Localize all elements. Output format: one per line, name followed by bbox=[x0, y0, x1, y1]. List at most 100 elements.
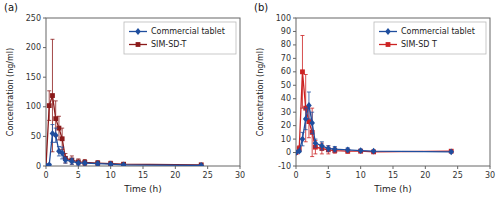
point bbox=[300, 136, 306, 143]
x-tick-label: 10 bbox=[356, 171, 366, 180]
y-tick-label: 70 bbox=[281, 54, 291, 63]
point bbox=[76, 160, 82, 166]
y-tick-label: 250 bbox=[26, 14, 41, 23]
point bbox=[306, 102, 312, 109]
legend-label: SIM-SD T bbox=[401, 40, 437, 49]
point bbox=[46, 161, 52, 166]
point bbox=[319, 142, 325, 149]
point bbox=[53, 116, 58, 121]
y-tick bbox=[293, 98, 296, 99]
y-tick bbox=[293, 85, 296, 86]
x-axis-label: Time (h) bbox=[123, 184, 162, 194]
error-bar bbox=[300, 35, 304, 108]
legend-box bbox=[374, 22, 486, 54]
error-bar bbox=[70, 158, 74, 164]
x-tick bbox=[490, 166, 491, 169]
x-axis-label: Time (h) bbox=[373, 184, 412, 194]
legend: Commercial tabletSIM-SD T bbox=[374, 22, 486, 54]
y-tick bbox=[293, 139, 296, 140]
series-line bbox=[46, 96, 201, 166]
error-bar bbox=[320, 142, 324, 150]
error-bar bbox=[326, 146, 330, 154]
legend-marker bbox=[386, 42, 391, 47]
y-tick-label: 20 bbox=[281, 121, 291, 130]
x-tick-label: 10 bbox=[106, 171, 116, 180]
point bbox=[47, 103, 52, 108]
y-tick-label: 90 bbox=[281, 27, 291, 36]
y-tick bbox=[293, 71, 296, 72]
panel-title: (b) bbox=[254, 2, 268, 13]
x-tick-label: 25 bbox=[203, 171, 213, 180]
y-tick-label: 80 bbox=[281, 40, 291, 49]
x-tick bbox=[328, 166, 329, 169]
point bbox=[82, 160, 88, 166]
panel: 050100150200250051015202530Time (h)Conce… bbox=[4, 2, 245, 194]
error-bar bbox=[63, 157, 67, 163]
y-tick-label: 0 bbox=[36, 162, 41, 171]
point bbox=[63, 157, 69, 164]
error-bar bbox=[320, 143, 324, 154]
plot-frame bbox=[46, 18, 240, 166]
x-tick bbox=[393, 166, 394, 169]
series bbox=[46, 125, 204, 166]
y-tick-label: 150 bbox=[26, 73, 41, 82]
y-tick bbox=[293, 58, 296, 59]
point bbox=[69, 158, 75, 165]
y-tick bbox=[293, 152, 296, 153]
x-tick-label: 30 bbox=[235, 171, 245, 180]
y-tick bbox=[293, 44, 296, 45]
y-tick-label: 50 bbox=[281, 81, 291, 90]
y-tick-label: 10 bbox=[281, 135, 291, 144]
point bbox=[121, 161, 127, 166]
x-tick bbox=[296, 166, 297, 169]
legend-label: SIM-SD-T bbox=[151, 40, 187, 49]
y-tick-label: -10 bbox=[278, 162, 291, 171]
x-tick bbox=[110, 166, 111, 169]
series-line bbox=[296, 72, 451, 153]
x-tick bbox=[457, 166, 458, 169]
x-tick bbox=[46, 166, 47, 169]
x-tick bbox=[360, 166, 361, 169]
y-tick-label: 60 bbox=[281, 67, 291, 76]
error-bar bbox=[300, 132, 304, 145]
point bbox=[313, 140, 319, 147]
x-tick-label: 20 bbox=[170, 171, 180, 180]
error-bar bbox=[307, 92, 311, 119]
x-tick bbox=[207, 166, 208, 169]
x-tick bbox=[143, 166, 144, 169]
error-bar bbox=[310, 112, 314, 134]
y-tick-label: 100 bbox=[26, 102, 41, 111]
panel-title: (a) bbox=[4, 2, 18, 13]
x-tick bbox=[425, 166, 426, 169]
point bbox=[296, 148, 302, 155]
series-line bbox=[296, 105, 451, 152]
y-tick bbox=[43, 136, 46, 137]
point bbox=[60, 136, 65, 141]
x-tick-label: 15 bbox=[138, 171, 148, 180]
point bbox=[108, 161, 114, 166]
y-tick bbox=[293, 31, 296, 32]
point bbox=[371, 148, 377, 155]
x-tick-label: 20 bbox=[420, 171, 430, 180]
series bbox=[46, 39, 204, 166]
legend: Commercial tabletSIM-SD-T bbox=[124, 22, 236, 54]
x-tick bbox=[78, 166, 79, 169]
x-tick-label: 5 bbox=[326, 171, 331, 180]
legend-box bbox=[124, 22, 236, 54]
error-bar bbox=[54, 128, 58, 142]
legend-marker bbox=[136, 42, 141, 47]
error-bar bbox=[313, 139, 317, 147]
x-tick-label: 0 bbox=[43, 171, 48, 180]
point bbox=[358, 147, 364, 154]
point bbox=[332, 146, 338, 153]
error-bar bbox=[50, 125, 54, 143]
point bbox=[95, 160, 101, 166]
error-bar bbox=[326, 146, 330, 151]
legend-marker bbox=[385, 28, 391, 35]
plot-frame bbox=[296, 18, 490, 166]
y-tick-label: 50 bbox=[31, 132, 41, 141]
series bbox=[296, 92, 454, 156]
error-bar bbox=[70, 156, 74, 164]
y-axis-label: Concentration (ng/ml) bbox=[256, 48, 265, 136]
series-line bbox=[46, 133, 201, 166]
